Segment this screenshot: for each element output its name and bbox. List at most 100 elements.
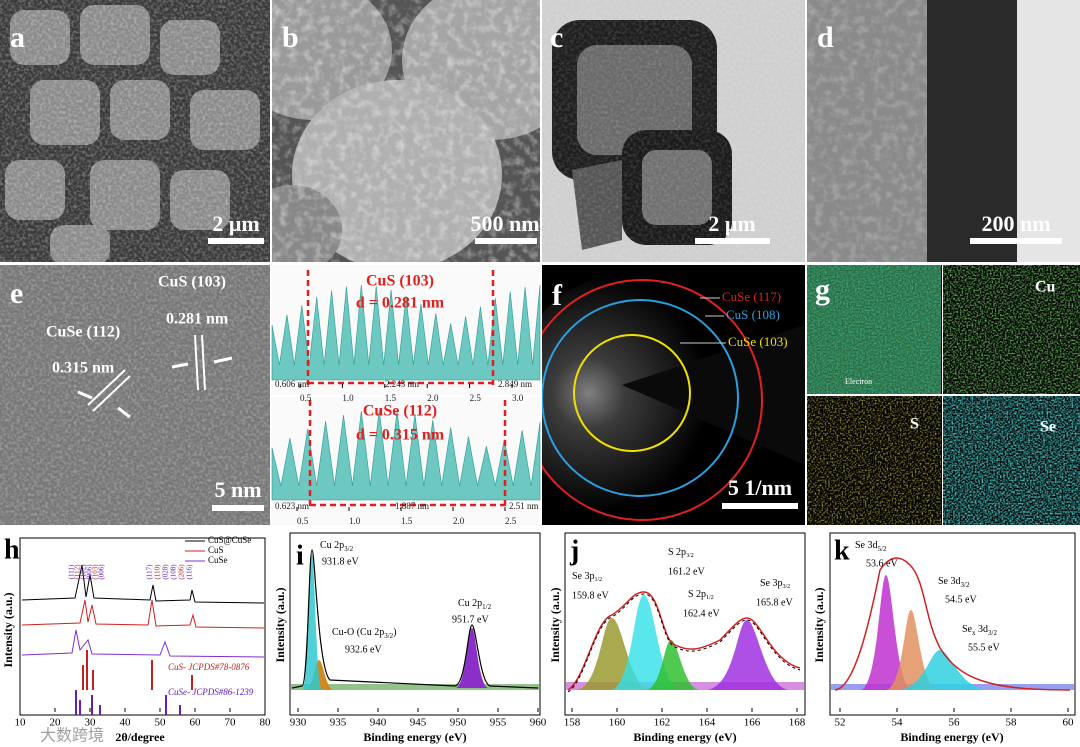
peak-energy: 165.8 eV: [756, 597, 793, 608]
peak-label: Cu-O (Cu 2p3/2): [332, 627, 397, 639]
panel-label: g: [815, 273, 830, 306]
peak-label: Se 3d5/2: [855, 540, 887, 552]
peak-label: (006): [98, 564, 106, 580]
profile-label: 2.849 nm: [498, 379, 532, 389]
tem-image-d: [807, 0, 1080, 262]
panel-label: d: [817, 21, 834, 54]
x-tick-label: 52: [835, 717, 846, 729]
element-label: Cu: [1035, 279, 1056, 296]
legend-entry: CuS@CuSe: [208, 535, 251, 545]
profile-spacing: d = 0.315 nm: [356, 427, 445, 444]
peak-label: Sex 3d3/2: [962, 624, 997, 636]
peak-label: Se 3p1/2: [572, 571, 602, 583]
panel-label: j: [569, 535, 579, 566]
x-tick-label: 50: [155, 717, 167, 729]
panel-label: a: [10, 21, 25, 54]
panel-label: f: [552, 279, 563, 312]
panel-label: i: [296, 540, 304, 571]
scale-bar: [208, 238, 264, 244]
xps-chart-i: [289, 532, 541, 716]
x-tick-label: 2.0: [427, 393, 439, 403]
peak-energy: 54.5 eV: [945, 594, 977, 605]
peak-energy: 161.2 eV: [668, 566, 705, 577]
x-tick-label: 160: [609, 717, 626, 729]
x-tick-label: 60: [1063, 717, 1075, 729]
scale-bar: [695, 238, 770, 244]
sem-image-b: [272, 0, 540, 262]
x-tick-label: 960: [530, 717, 547, 729]
leader-lines: [680, 297, 726, 344]
x-tick-label: 40: [120, 717, 132, 729]
x-tick-label: 955: [490, 717, 507, 729]
x-axis-label: Binding energy (eV): [900, 730, 1003, 744]
y-axis-label: Intensity (a.u.): [812, 587, 826, 662]
x-tick-label: 2.0: [453, 516, 465, 526]
x-axis-label: Binding energy (eV): [363, 730, 466, 744]
peak-energy: 55.5 eV: [968, 642, 1000, 653]
peak-label: Cu 2p3/2: [320, 540, 354, 552]
peak-label: (110): [154, 564, 162, 580]
x-tick-label: 158: [564, 717, 581, 729]
scale-bar-label: 5 1/nm: [728, 475, 792, 500]
profile-label: 1.887 nm: [395, 501, 429, 511]
x-tick-label: 0.5: [300, 393, 312, 403]
scale-bar-label: 500 nm: [470, 211, 539, 236]
x-tick-label: 2.5: [470, 393, 482, 403]
y-axis-label: Intensity (a.u.): [548, 587, 562, 662]
x-axis-label: 2θ/degree: [115, 730, 165, 744]
peak-label: S 2p3/2: [668, 547, 694, 559]
x-tick-label: 70: [225, 717, 237, 729]
peak-energy: 932.6 eV: [345, 644, 382, 655]
x-tick-label: 168: [789, 717, 806, 729]
map-legend: Electron: [845, 377, 872, 386]
peak-label: Se 3p3/2: [760, 578, 790, 590]
peak-label: (108): [170, 564, 178, 580]
annotation: CuSe (112): [46, 324, 120, 341]
x-tick-label: 56: [949, 717, 961, 729]
x-tick-label: 80: [260, 717, 272, 729]
peak-label: (206): [178, 564, 186, 580]
annotation: 0.281 nm: [166, 311, 229, 328]
panel-label: k: [834, 535, 850, 566]
sem-image-a: [0, 0, 270, 262]
y-axis-label: Intensity (a.u.): [1, 592, 15, 667]
peak-label: (116): [186, 564, 194, 580]
xrd-chart-h: [19, 537, 266, 716]
panel-label: h: [4, 534, 20, 565]
x-tick-label: 1.0: [342, 393, 354, 403]
peak-label: Cu 2p1/2: [458, 598, 492, 610]
profile-label: 0.623 nm: [275, 501, 309, 511]
ring-label: CuSe (117): [722, 289, 781, 304]
scale-bar-label: 5 nm: [214, 477, 261, 502]
x-tick-label: 164: [699, 717, 716, 729]
scale-bar: [475, 238, 537, 244]
legend-entry: CuS: [208, 545, 224, 555]
profile-label: 0.606 nm: [275, 379, 309, 389]
reference-label: CuS- JCPDS#78-0876: [168, 662, 250, 672]
x-tick-label: 935: [330, 717, 347, 729]
scale-bar-label: 2 μm: [708, 211, 755, 236]
peak-energy: 159.8 eV: [572, 590, 609, 601]
x-tick-label: 0.5: [297, 516, 309, 526]
y-axis-label: Intensity (a.u.): [273, 587, 287, 662]
ring-label: CuS (108): [726, 307, 780, 322]
x-tick-label: 162: [654, 717, 671, 729]
peak-energy: 931.8 eV: [322, 556, 359, 567]
peak-label: (112): [74, 564, 82, 580]
x-tick-label: 1.5: [401, 516, 413, 526]
peak-label: (111): [68, 564, 76, 579]
legend-entry: CuSe: [208, 555, 228, 565]
watermark: 大数跨境: [40, 726, 104, 745]
profile-label: 2.51 nm: [509, 501, 539, 511]
xps-chart-k: [829, 532, 1076, 716]
profile-spacing: d = 0.281 nm: [356, 295, 445, 312]
peak-label: (102): [80, 564, 88, 580]
panel-label: c: [550, 21, 563, 54]
x-tick-label: 930: [290, 717, 307, 729]
scale-bar: [722, 503, 798, 509]
x-tick-label: 58: [1006, 717, 1018, 729]
scale-bar-label: 200 nm: [981, 211, 1050, 236]
x-tick-label: 166: [744, 717, 761, 729]
peak-label: (028): [162, 564, 170, 580]
x-tick-label: 10: [15, 717, 27, 729]
